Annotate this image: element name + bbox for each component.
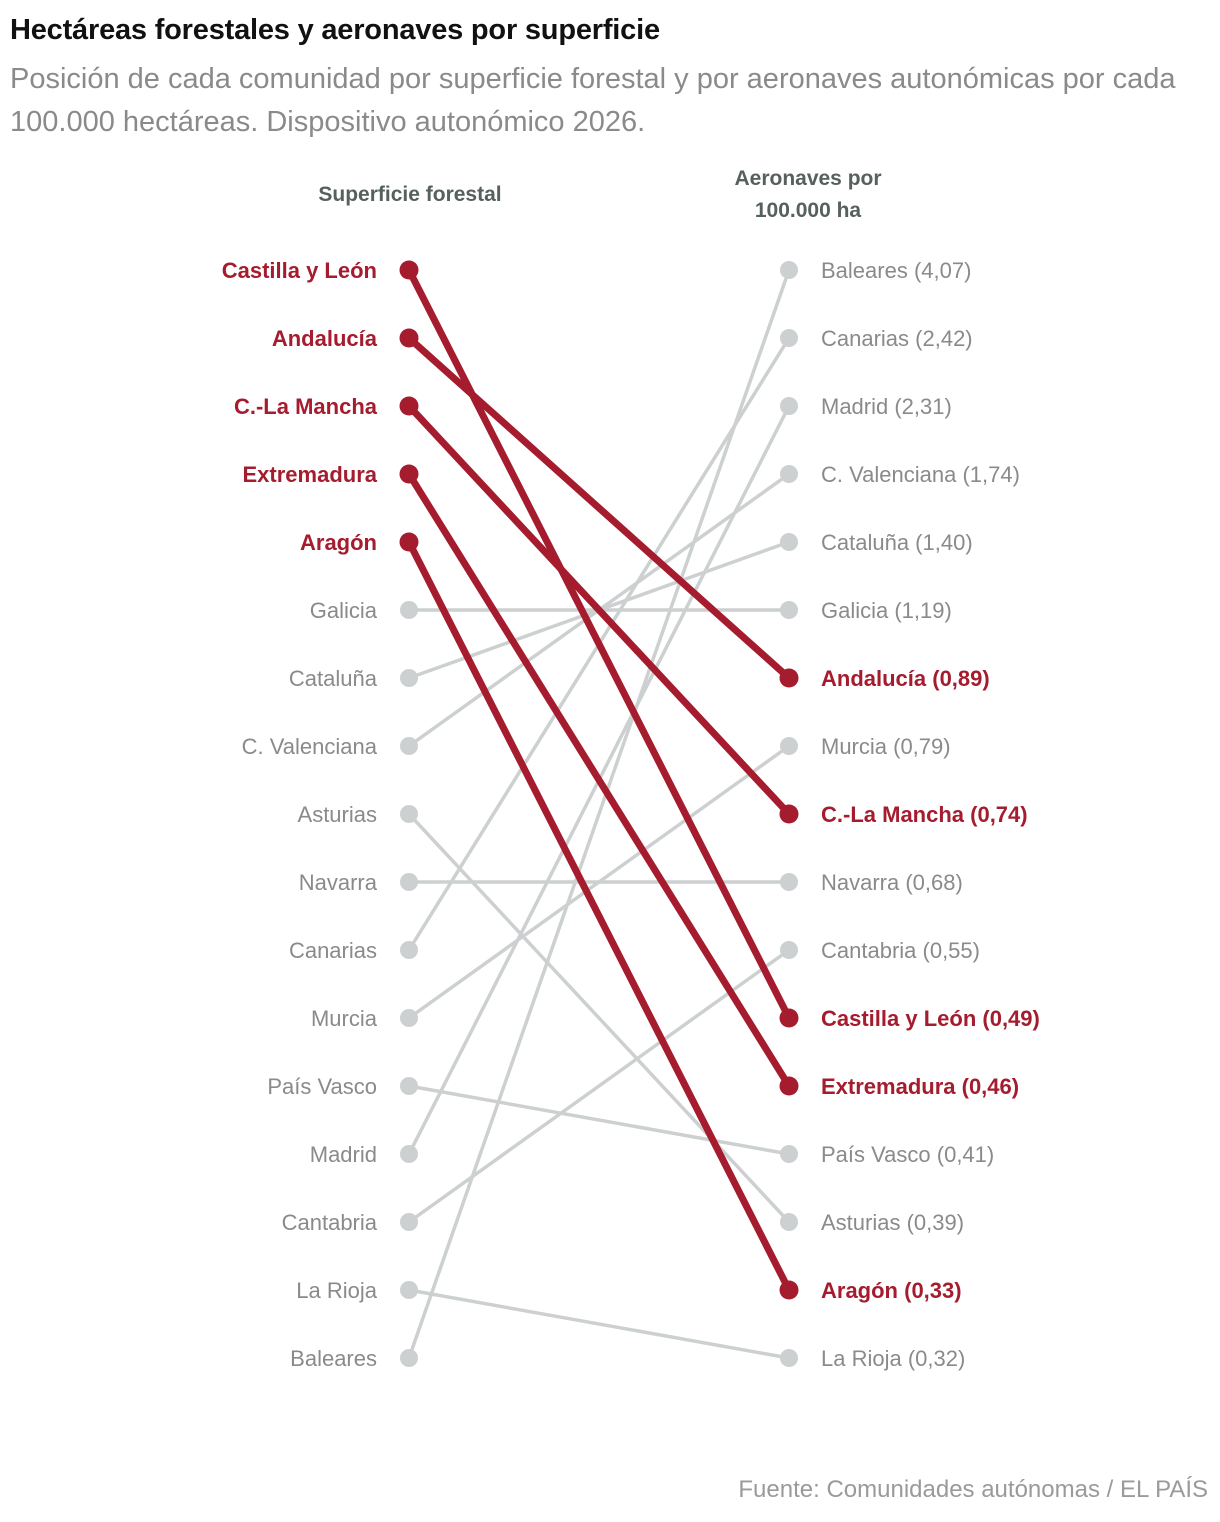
- left-dot-murcia: [400, 1009, 418, 1027]
- right-dot-castilla-y-leon: [779, 1008, 799, 1028]
- right-dot-la-rioja: [780, 1349, 798, 1367]
- right-label-murcia: Murcia (0,79): [821, 734, 951, 759]
- right-column-header-line-2: 100.000 ha: [755, 199, 862, 222]
- line-la-rioja: [407, 1288, 791, 1360]
- left-label-cantabria: Cantabria: [282, 1210, 378, 1235]
- right-label-extremadura: Extremadura (0,46): [821, 1074, 1019, 1099]
- right-dot-asturias: [780, 1213, 798, 1231]
- left-label-madrid: Madrid: [310, 1142, 377, 1167]
- left-label-extremadura: Extremadura: [242, 462, 377, 487]
- left-column-header: Superficie forestal: [318, 183, 501, 206]
- line-murcia: [407, 744, 791, 1020]
- right-label-castilla-y-leon: Castilla y León (0,49): [821, 1006, 1040, 1031]
- left-label-galicia: Galicia: [310, 598, 378, 623]
- right-dot-andalucia: [779, 668, 799, 688]
- line-extremadura: [405, 470, 793, 1090]
- right-dot-galicia: [780, 601, 798, 619]
- right-dot-canarias: [780, 329, 798, 347]
- left-dot-cataluna: [400, 669, 418, 687]
- left-label-aragon: Aragón: [300, 530, 377, 555]
- left-dot-navarra: [400, 873, 418, 891]
- right-label-cataluna: Cataluña (1,40): [821, 530, 973, 555]
- line-asturias: [407, 812, 791, 1224]
- left-label-navarra: Navarra: [299, 870, 378, 895]
- right-label-andalucia: Andalucía (0,89): [821, 666, 990, 691]
- left-label-la-rioja: La Rioja: [296, 1278, 377, 1303]
- line-baleares: [407, 268, 791, 1360]
- left-label-asturias: Asturias: [298, 802, 377, 827]
- right-label-madrid: Madrid (2,31): [821, 394, 952, 419]
- highlighted-lines: [405, 266, 793, 1294]
- right-label-galicia: Galicia (1,19): [821, 598, 952, 623]
- right-label-canarias: Canarias (2,42): [821, 326, 973, 351]
- left-dot-extremadura: [399, 464, 419, 484]
- muted-lines: [407, 268, 791, 1360]
- left-dot-la-rioja: [400, 1281, 418, 1299]
- right-column-header-line-1: Aeronaves por: [734, 167, 881, 190]
- source-note: Fuente: Comunidades autónomas / EL PAÍS: [738, 1476, 1208, 1503]
- right-label-baleares: Baleares (4,07): [821, 258, 971, 283]
- right-dot-baleares: [780, 261, 798, 279]
- right-dot-c-valenciana: [780, 465, 798, 483]
- chart-subtitle: Posición de cada comunidad por superfici…: [10, 63, 1176, 138]
- left-dot-castilla-y-leon: [399, 260, 419, 280]
- left-label-cataluna: Cataluña: [289, 666, 378, 691]
- left-label-andalucia: Andalucía: [272, 326, 378, 351]
- left-label-pais-vasco: País Vasco: [267, 1074, 377, 1099]
- left-label-canarias: Canarias: [289, 938, 377, 963]
- line-c-la-mancha: [405, 402, 793, 818]
- right-dot-cantabria: [780, 941, 798, 959]
- right-dot-extremadura: [779, 1076, 799, 1096]
- left-label-murcia: Murcia: [311, 1006, 378, 1031]
- left-dot-cantabria: [400, 1213, 418, 1231]
- right-dot-c-la-mancha: [779, 804, 799, 824]
- right-dot-navarra: [780, 873, 798, 891]
- left-dot-baleares: [400, 1349, 418, 1367]
- right-dot-murcia: [780, 737, 798, 755]
- right-label-aragon: Aragón (0,33): [821, 1278, 962, 1303]
- right-label-c-la-mancha: C.-La Mancha (0,74): [821, 802, 1028, 827]
- left-dot-c-valenciana: [400, 737, 418, 755]
- left-dot-c-la-mancha: [399, 396, 419, 416]
- left-dot-canarias: [400, 941, 418, 959]
- line-pais-vasco: [407, 1084, 791, 1156]
- right-dot-cataluna: [780, 533, 798, 551]
- left-dot-galicia: [400, 601, 418, 619]
- left-label-c-valenciana: C. Valenciana: [242, 734, 378, 759]
- line-andalucia: [405, 334, 793, 682]
- left-label-castilla-y-leon: Castilla y León: [222, 258, 377, 283]
- line-castilla-y-leon: [405, 266, 793, 1022]
- right-label-c-valenciana: C. Valenciana (1,74): [821, 462, 1020, 487]
- left-dot-aragon: [399, 532, 419, 552]
- left-dot-andalucia: [399, 328, 419, 348]
- labels: Castilla y León Andalucía C.-La Mancha Extr…: [222, 258, 1040, 1371]
- left-dot-pais-vasco: [400, 1077, 418, 1095]
- right-dot-madrid: [780, 397, 798, 415]
- right-dot-aragon: [779, 1280, 799, 1300]
- dots: [399, 260, 799, 1367]
- right-label-asturias: Asturias (0,39): [821, 1210, 964, 1235]
- right-label-pais-vasco: País Vasco (0,41): [821, 1142, 994, 1167]
- line-aragon: [405, 538, 793, 1294]
- right-label-cantabria: Cantabria (0,55): [821, 938, 980, 963]
- right-dot-pais-vasco: [780, 1145, 798, 1163]
- left-label-c-la-mancha: C.-La Mancha: [234, 394, 378, 419]
- left-dot-madrid: [400, 1145, 418, 1163]
- left-label-baleares: Baleares: [290, 1346, 377, 1371]
- chart-title: Hectáreas forestales y aeronaves por sup…: [10, 14, 660, 46]
- left-dot-asturias: [400, 805, 418, 823]
- right-label-la-rioja: La Rioja (0,32): [821, 1346, 965, 1371]
- right-label-navarra: Navarra (0,68): [821, 870, 963, 895]
